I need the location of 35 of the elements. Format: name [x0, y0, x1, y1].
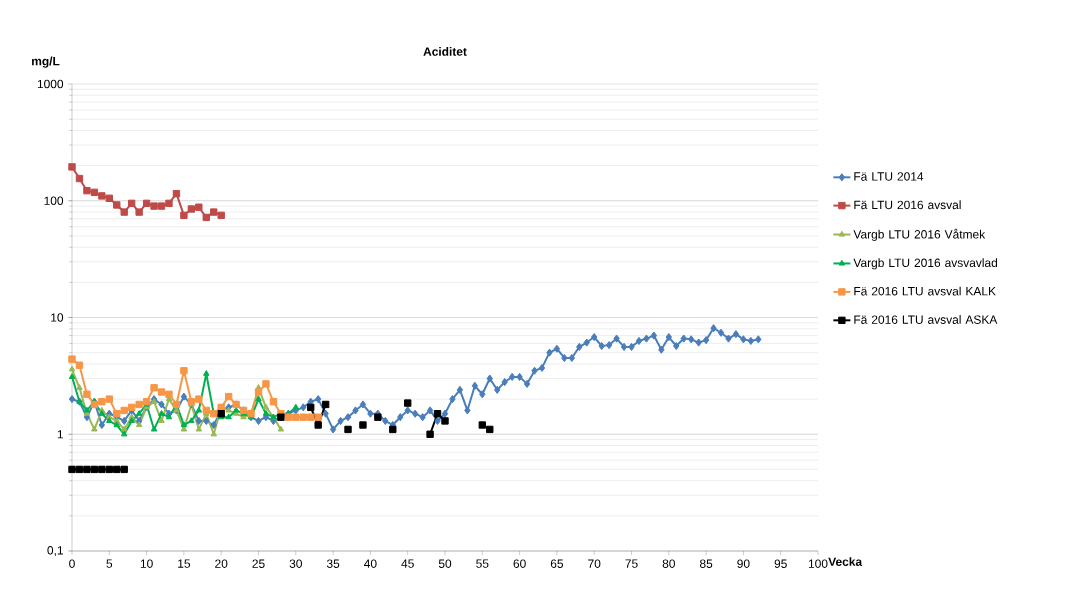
x-tick-label: 75	[625, 559, 638, 568]
legend-label: Fä 2016 LTU avsval KALK	[854, 286, 996, 296]
x-tick-label: 50	[438, 559, 452, 568]
y-tick-label: 100	[44, 196, 64, 205]
x-tick-label: 85	[699, 559, 713, 568]
chart-title: Aciditet	[423, 47, 467, 56]
x-tick-label: 25	[252, 559, 265, 568]
x-tick-label: 80	[662, 559, 675, 568]
x-tick-label: 90	[737, 559, 750, 568]
legend-label: Fä 2016 LTU avsval ASKA	[854, 315, 998, 324]
x-tick-label: 65	[550, 559, 564, 568]
y-axis-title: mg/L	[32, 56, 60, 68]
x-axis-title: Vecka	[828, 557, 863, 566]
x-tick-label: 0	[69, 559, 75, 568]
y-tick-label: 1	[57, 430, 63, 439]
x-tick-label: 95	[774, 559, 787, 568]
x-tick-label: 30	[289, 559, 302, 568]
x-tick-label: 55	[476, 559, 489, 568]
x-tick-label: 35	[326, 559, 340, 568]
legend-label: Fä LTU 2016 avsval	[854, 200, 961, 210]
legend-label: Fä LTU 2014	[854, 172, 924, 181]
legend-label: Vargb LTU 2016 Våtmek	[853, 228, 986, 241]
x-tick-label: 10	[140, 559, 153, 568]
y-tick-label: 10	[51, 313, 64, 322]
x-tick-label: 20	[215, 559, 228, 568]
legend-label: Vargb LTU 2016 avsvavlad	[853, 258, 997, 270]
x-tick-label: 5	[106, 559, 113, 568]
x-tick-label: 100	[808, 559, 828, 568]
y-tick-label: 0,1	[47, 546, 63, 556]
y-tick-label: 1000	[37, 79, 64, 89]
x-tick-label: 15	[178, 559, 191, 568]
x-tick-label: 70	[588, 559, 601, 568]
x-tick-label: 60	[513, 559, 526, 568]
x-tick-label: 40	[364, 559, 377, 568]
x-tick-label: 45	[401, 559, 414, 568]
